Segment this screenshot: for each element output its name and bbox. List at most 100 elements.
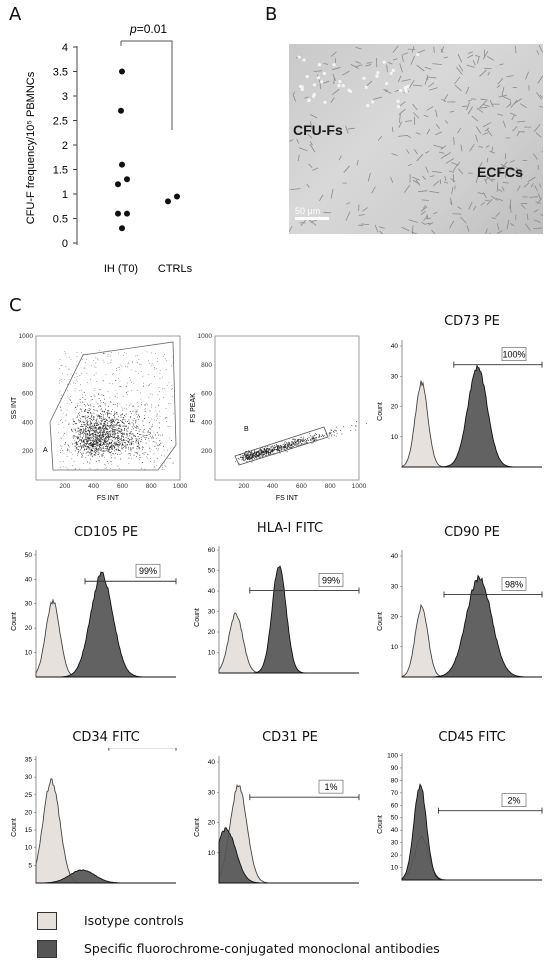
event-dot [99, 447, 101, 448]
event-dot [136, 425, 137, 426]
event-dot [97, 439, 98, 441]
event-dot [159, 410, 161, 412]
event-dot [107, 445, 109, 447]
event-dot [114, 432, 115, 434]
event-dot [75, 423, 77, 425]
y-axis-label: Count [377, 612, 384, 631]
event-dot [101, 441, 102, 443]
event-dot [149, 447, 150, 449]
event-dot [91, 425, 93, 426]
event-dot [258, 453, 260, 454]
event-dot [107, 426, 109, 427]
event-dot [288, 443, 290, 445]
event-dot [104, 441, 105, 443]
cell-stroke [539, 105, 543, 108]
event-dot [118, 445, 119, 447]
event-dot [117, 449, 119, 451]
event-dot [125, 352, 127, 354]
event-dot [138, 415, 140, 417]
event-dot [241, 456, 243, 458]
data-point [115, 181, 121, 188]
event-dot [79, 401, 81, 403]
event-dot [251, 453, 253, 455]
event-dot [116, 412, 118, 414]
event-dot [97, 443, 99, 445]
y-tick-label: 40 [391, 553, 399, 560]
event-dot [121, 443, 123, 445]
event-dot [80, 384, 81, 385]
event-dot [77, 451, 79, 453]
event-dot [253, 457, 255, 459]
cell-stroke [424, 66, 432, 70]
event-dot [106, 431, 108, 433]
event-dot [246, 458, 248, 460]
event-dot [243, 459, 245, 461]
event-dot [122, 444, 124, 446]
event-dot [88, 429, 90, 431]
legend-swatch-specific [37, 940, 57, 958]
event-dot [335, 426, 337, 428]
event-dot [273, 447, 275, 449]
event-dot [95, 437, 97, 439]
event-dot [82, 439, 84, 441]
event-dot [270, 448, 271, 450]
event-dot [110, 413, 112, 415]
event-dot [73, 428, 75, 430]
event-dot [159, 444, 161, 446]
event-dot [97, 451, 99, 453]
event-dot [89, 424, 91, 426]
event-dot [98, 415, 100, 417]
event-dot [90, 396, 92, 397]
event-dot [94, 448, 96, 449]
cell-stroke [502, 181, 509, 184]
event-dot [76, 352, 78, 353]
event-dot [82, 426, 83, 427]
event-dot [257, 452, 259, 453]
event-dot [276, 445, 278, 447]
cell-stroke [313, 70, 322, 72]
event-dot [109, 430, 110, 432]
event-dot [94, 430, 95, 432]
event-dot [114, 411, 115, 412]
event-dot [112, 409, 113, 410]
event-dot [114, 441, 116, 443]
event-dot [331, 430, 333, 431]
cell-stroke [476, 107, 484, 113]
event-dot [145, 438, 146, 440]
event-dot [99, 446, 100, 448]
event-dot [147, 431, 149, 433]
event-dot [133, 418, 135, 419]
event-dot [314, 432, 316, 434]
event-dot [93, 430, 95, 432]
event-dot [156, 432, 158, 433]
panel-label-c: C [9, 295, 22, 316]
x-tick-label: 800 [325, 483, 336, 490]
event-dot [122, 432, 123, 434]
event-dot [250, 454, 252, 456]
y-tick-label: 20 [391, 614, 399, 621]
cell-stroke [355, 64, 363, 68]
event-dot [106, 432, 107, 434]
event-dot [75, 442, 77, 444]
event-dot [273, 446, 275, 448]
cell-stroke [406, 134, 412, 139]
gate-polygon [234, 426, 329, 466]
event-dot [90, 444, 92, 446]
cell-stroke [431, 170, 442, 173]
event-dot [90, 418, 91, 419]
event-dot [79, 439, 81, 440]
event-dot [94, 423, 96, 424]
data-point [119, 161, 125, 168]
event-dot [281, 445, 283, 447]
event-dot [81, 457, 83, 458]
event-dot [94, 452, 96, 453]
event-dot [277, 446, 278, 448]
y-tick-label: 20 [25, 809, 33, 816]
event-dot [93, 432, 95, 434]
event-dot [128, 457, 130, 459]
event-dot [264, 451, 266, 452]
cell-stroke [405, 120, 413, 122]
event-dot [96, 437, 98, 439]
event-dot [110, 435, 111, 437]
event-dot [247, 454, 249, 456]
